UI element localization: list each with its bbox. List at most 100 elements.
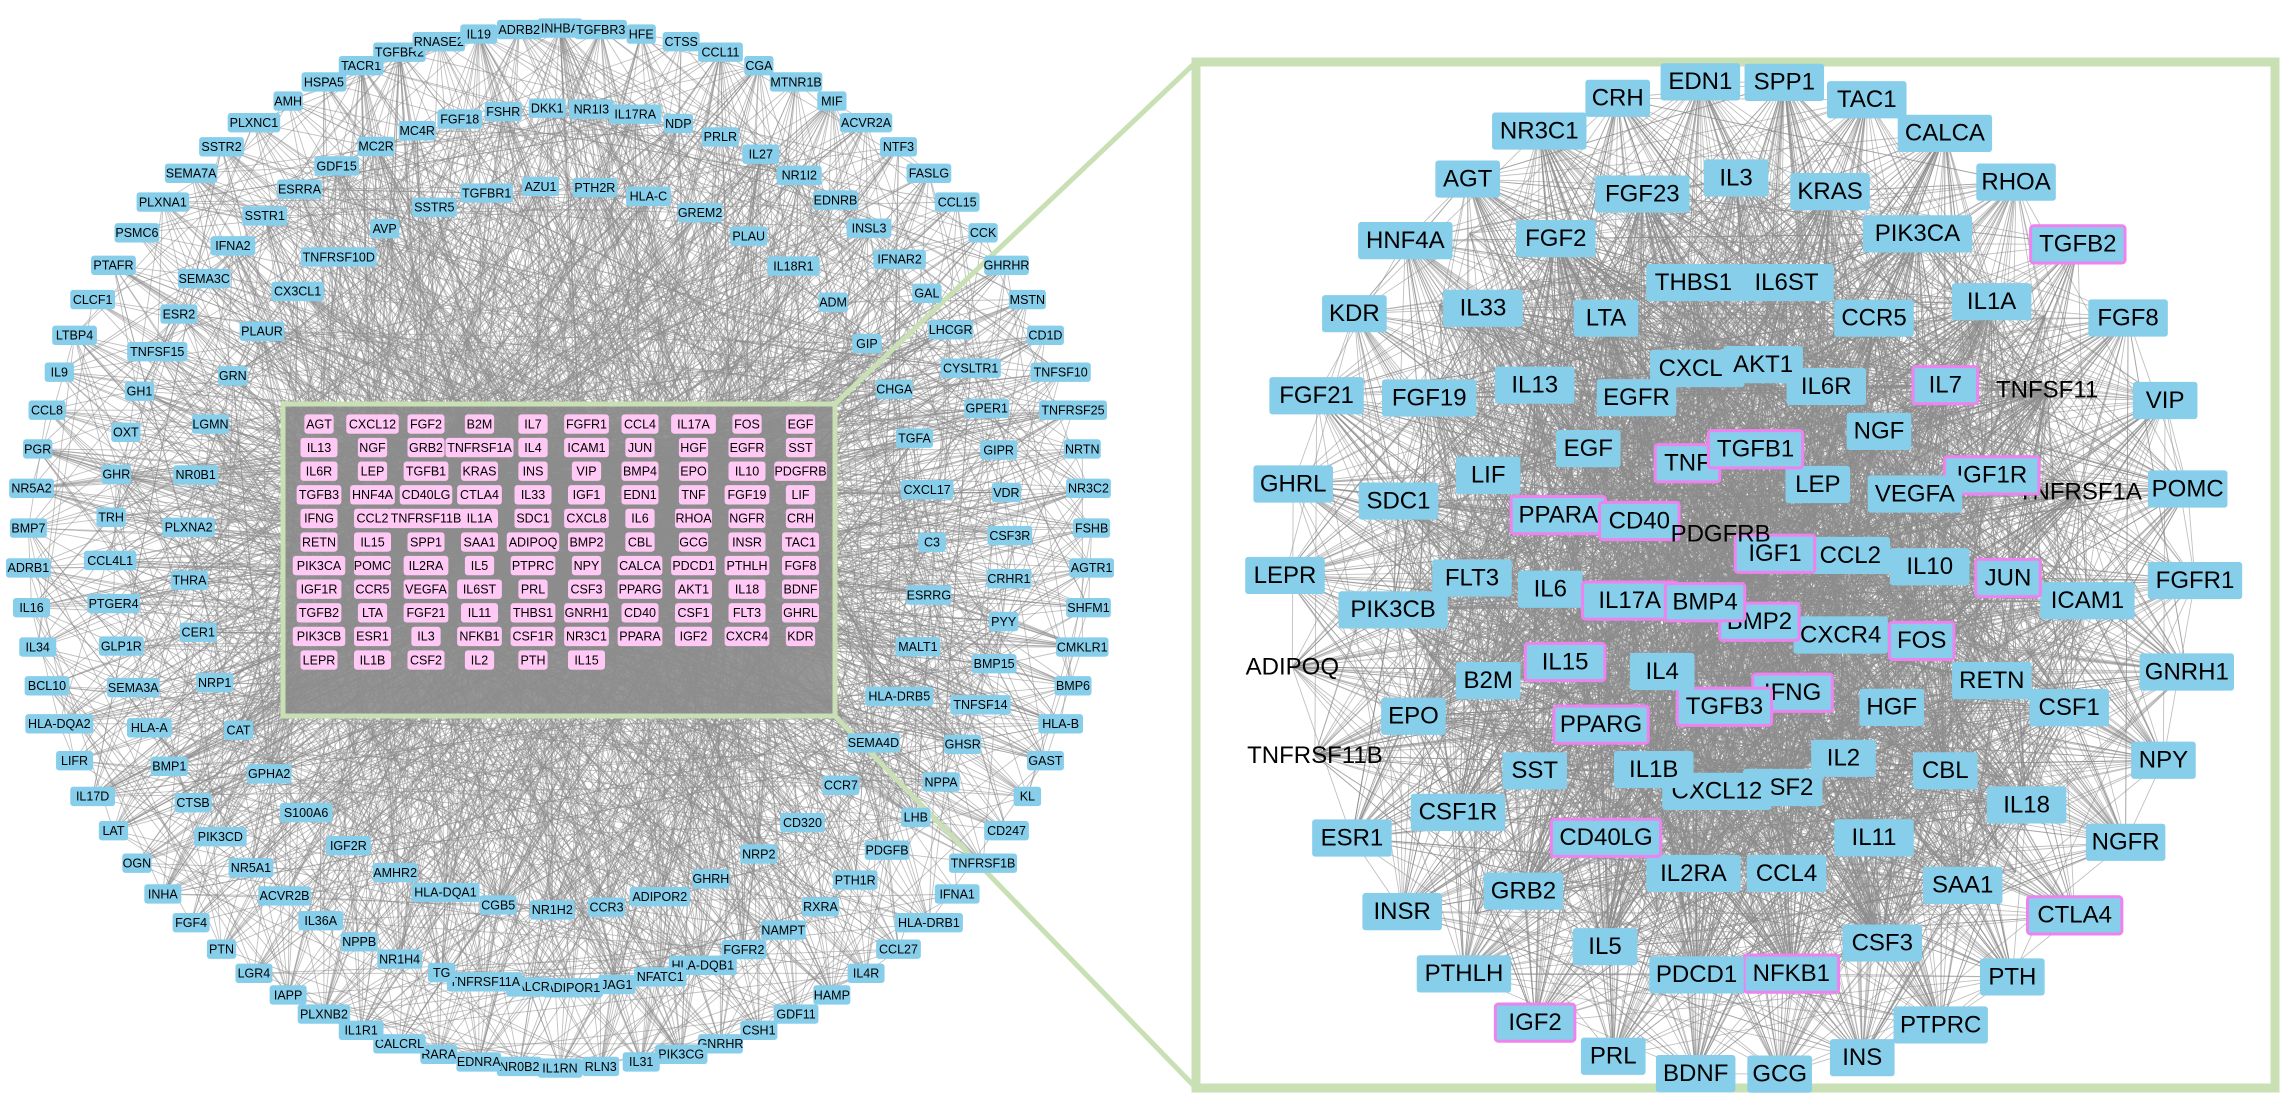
node-label: CYSLTR1	[943, 361, 998, 375]
node-right-il7: IL7	[1911, 365, 1980, 406]
node-label: CBL	[628, 535, 652, 549]
node-left-cer1: CER1	[179, 622, 217, 642]
node-label: PRLR	[704, 130, 737, 144]
node-label: TNFRSF10D	[303, 250, 375, 264]
node-right-ccr5: CCR5	[1834, 299, 1914, 337]
node-label: FGFR1	[2156, 567, 2235, 594]
node-right-esr1: ESR1	[1312, 819, 1392, 857]
node-left-core-pik3cb: PIK3CB	[292, 626, 346, 647]
node-label: CXCL8	[1659, 355, 1736, 382]
node-label: PIK3CA	[297, 559, 342, 573]
node-left-bmp1: BMP1	[150, 756, 188, 777]
node-label: TGFB3	[1686, 693, 1763, 720]
node-left-il16: IL16	[13, 597, 51, 618]
node-right-egfr: EGFR	[1596, 379, 1677, 417]
node-label: EDNRA	[457, 1055, 501, 1069]
node-left-core-icam1: ICAM1	[564, 437, 609, 458]
node-label: LIFR	[61, 754, 88, 768]
node-left-cysltr1: CYSLTR1	[940, 358, 1001, 378]
node-label: LHCGR	[929, 323, 973, 337]
node-label: PTPRC	[512, 559, 554, 573]
node-label: GHRHR	[984, 259, 1030, 273]
node-label: JAG1	[601, 978, 632, 992]
node-left-core-fgf8: FGF8	[782, 555, 819, 576]
node-label: ADRB2	[498, 23, 540, 37]
node-label: IL33	[1460, 295, 1507, 322]
node-right-b2m: B2M	[1455, 662, 1521, 700]
node-label: NR1H4	[379, 952, 420, 966]
node-left-il9: IL9	[44, 362, 74, 382]
node-label: IFNG	[1764, 679, 1821, 706]
node-left-il17d: IL17D	[70, 786, 116, 807]
node-label: PTPRC	[1900, 1011, 1981, 1038]
node-left-core-ptprc: PTPRC	[510, 555, 556, 576]
node-label: HLA-DRB1	[898, 916, 960, 930]
node-label: FLT3	[1445, 564, 1499, 591]
node-right-il13: IL13	[1494, 366, 1575, 404]
node-left-core-pdcd1: PDCD1	[671, 555, 716, 576]
node-left-pth1r: PTH1R	[832, 870, 878, 890]
node-label: TGFB2	[2039, 231, 2116, 258]
node-left-ghrhr: GHRHR	[984, 255, 1030, 276]
node-left-pyy: PYY	[989, 611, 1019, 632]
node-left-ccl27: CCL27	[876, 939, 921, 959]
node-label: BMP4	[1672, 589, 1737, 616]
node-left-core-il5: IL5	[464, 555, 495, 576]
node-left-gdf15: GDF15	[314, 156, 360, 176]
node-label: NR1H2	[532, 903, 573, 917]
node-left-acvr2a: ACVR2A	[839, 112, 893, 133]
node-right-ngf: NGF	[1846, 412, 1912, 450]
node-right-pomc: POMC	[2147, 470, 2228, 508]
node-label: IL17A	[1598, 587, 1661, 614]
node-label: AMH	[274, 94, 302, 108]
node-left-core-nfkb1: NFKB1	[457, 626, 502, 647]
node-right-ccl2: CCL2	[1810, 536, 1891, 575]
node-label: GRB2	[409, 441, 443, 455]
node-label: CD40LG	[402, 488, 451, 502]
node-label: VIP	[2146, 387, 2185, 414]
node-left-nr5a1: NR5A1	[228, 858, 274, 878]
node-left-core-kras: KRAS	[461, 461, 498, 481]
node-left-core-tnfrsf1a: TNFRSF1A	[445, 437, 514, 458]
node-label: CCL2	[357, 512, 389, 526]
node-label: ACVR2B	[259, 889, 309, 903]
node-label: GH1	[127, 385, 153, 399]
node-label: PSMC6	[115, 226, 158, 240]
node-left-adrb2: ADRB2	[496, 19, 542, 40]
node-left-core-insr: INSR	[728, 532, 766, 552]
node-label: CBL	[1922, 757, 1969, 784]
node-label: CSF2	[410, 653, 442, 667]
node-label: SEMA4D	[848, 736, 899, 750]
node-label: IFNA2	[215, 239, 250, 253]
node-left-core-il33: IL33	[514, 485, 552, 505]
node-left-ccl4l1: CCL4L1	[83, 550, 137, 571]
node-left-calcrl: CALCRL	[373, 1034, 426, 1054]
node-label: PTN	[209, 942, 234, 956]
node-left-grem2: GREM2	[677, 202, 723, 223]
node-left-nppb: NPPB	[340, 932, 378, 952]
node-right-akt1: AKT1	[1723, 346, 1803, 384]
node-left-core-bdnf: BDNF	[782, 579, 819, 599]
node-label: CRHR1	[987, 572, 1030, 586]
node-label: PPARG	[619, 582, 662, 596]
node-label: TGFB1	[406, 464, 446, 478]
node-left-core-adipoq: ADIPOQ	[506, 532, 560, 552]
node-label: IL16	[19, 601, 43, 615]
node-left-bcl10: BCL10	[24, 676, 70, 696]
node-left-core-ccr5: CCR5	[354, 579, 391, 599]
node-label: PIK3CA	[1875, 220, 1960, 247]
node-left-core-pdgfrb: PDGFRB	[774, 461, 827, 481]
node-right-il33: IL33	[1443, 289, 1523, 327]
node-left-prlr: PRLR	[701, 127, 739, 147]
node-left-core-spp1: SPP1	[407, 532, 445, 552]
node-label: GHRL	[783, 606, 818, 620]
node-label: TGFBR3	[576, 23, 625, 37]
node-label: LTA	[1586, 305, 1626, 332]
node-label: CSF1R	[1419, 799, 1498, 826]
node-left-core-esr1: ESR1	[354, 626, 391, 647]
node-right-adipoq: ADIPOQ	[1246, 653, 1339, 680]
node-label: IL4R	[853, 967, 879, 981]
node-left-il34: IL34	[19, 637, 57, 657]
node-right-tnfrsf11b: TNFRSF11B	[1247, 742, 1383, 769]
